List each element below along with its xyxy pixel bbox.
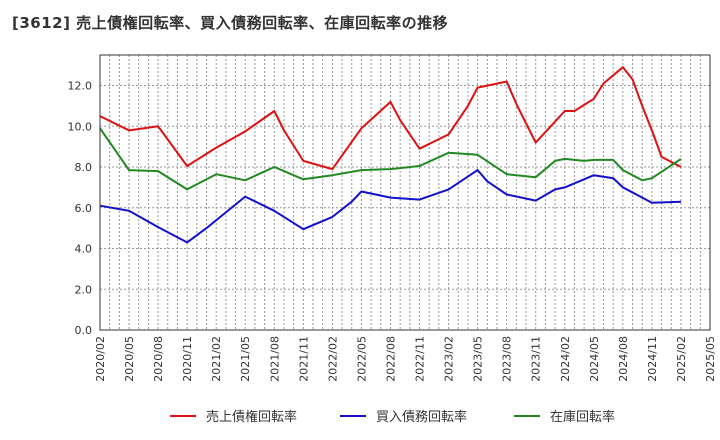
x-tick-label: 2024/11 [646,336,659,382]
y-tick-label: 8.0 [75,161,93,174]
x-tick-label: 2024/02 [559,336,572,382]
x-tick-label: 2021/02 [210,336,223,382]
x-tick-label: 2022/08 [384,336,397,382]
x-tick-label: 2024/08 [617,336,630,382]
legend-label-1: 売上債権回転率 [206,409,297,425]
axes: 0.0 2.0 4.0 6.0 8.0 10.0 12.0 2020/02 2020/05 202… [68,54,717,382]
legend-label-2: 買入債務回転率 [376,409,467,425]
x-tick-label: 2025/02 [675,336,688,382]
x-tick-label: 2023/02 [443,336,456,382]
x-tick-label: 2022/05 [355,336,368,382]
plot-border [99,54,711,331]
y-tick-label: 2.0 [75,283,93,296]
x-tick-label: 2022/11 [414,336,427,382]
x-tick-label: 2023/11 [530,336,543,382]
series-line-2 [99,169,682,244]
y-tick-label: 6.0 [75,202,93,215]
y-tick-label: 12.0 [68,80,93,93]
y-tick-label: 0.0 [75,324,93,337]
x-tick-label: 2023/08 [501,336,514,382]
x-tick-label: 2021/08 [268,336,281,382]
chart-title: [3612] 売上債権回転率、買入債務回転率、在庫回転率の推移 [12,14,449,32]
x-tick-label: 2022/02 [326,336,339,382]
x-tick-label: 2021/11 [297,336,310,382]
y-tick-label: 4.0 [75,243,93,256]
x-tick-label: 2020/11 [181,336,194,382]
x-tick-label: 2024/05 [588,336,601,382]
x-tick-label: 2021/05 [239,336,252,382]
x-tick-label: 2020/08 [152,336,165,382]
series-layer [99,66,682,244]
legend: 売上債権回転率 買入債務回転率 在庫回転率 [170,409,615,425]
plot-area [100,55,710,330]
x-tick-label: 2023/05 [472,336,485,382]
legend-label-3: 在庫回転率 [550,409,615,425]
x-tick-label: 2020/02 [94,336,107,382]
series-line-3 [99,127,682,191]
x-tick-label: 2025/05 [704,336,717,382]
series-line-1 [99,66,682,171]
y-tick-label: 10.0 [68,120,93,133]
x-tick-label: 2020/05 [123,336,136,382]
